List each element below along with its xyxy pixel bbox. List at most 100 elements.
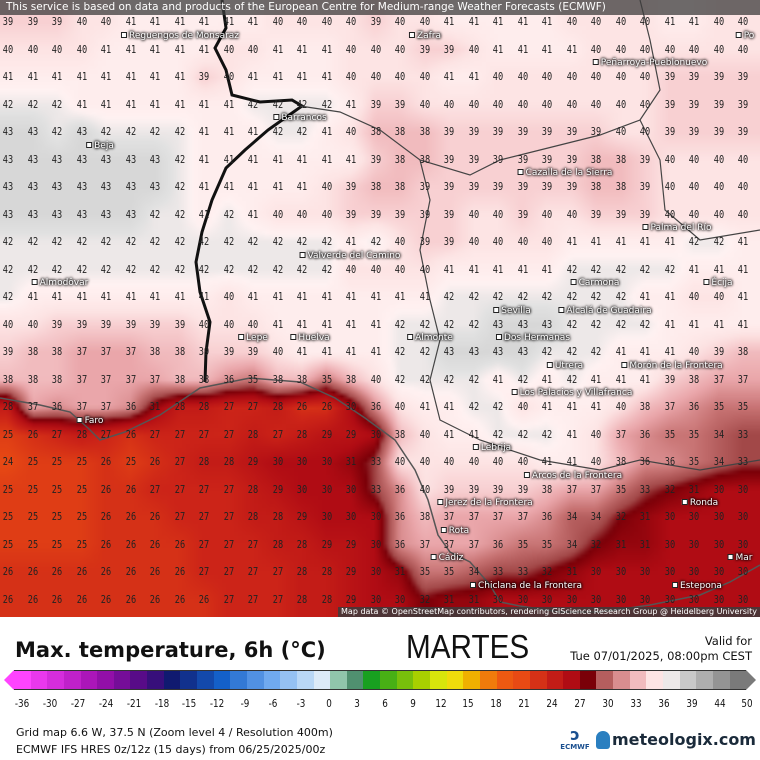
grid-value: 30 [713, 538, 724, 551]
grid-info-line2: ECMWF IFS HRES 0z/12z (15 days) from 06/… [16, 743, 326, 756]
grid-value: 39 [492, 483, 504, 496]
grid-value: 39 [198, 70, 210, 83]
grid-value: 42 [2, 290, 14, 303]
grid-value: 41 [737, 263, 749, 276]
grid-value: 37 [492, 510, 504, 523]
grid-value: 42 [174, 153, 185, 166]
grid-value: 39 [541, 153, 553, 166]
legend-swatch [613, 671, 630, 689]
meteologix-logo[interactable]: meteologix.com [596, 730, 756, 749]
grid-value: 43 [149, 180, 161, 193]
grid-value: 30 [590, 593, 602, 606]
grid-value: 41 [296, 180, 308, 193]
grid-value: 41 [590, 373, 602, 386]
grid-value: 40 [688, 208, 700, 221]
grid-value: 40 [541, 235, 553, 248]
grid-value: 40 [713, 180, 724, 193]
grid-value: 42 [149, 235, 161, 248]
grid-value: 43 [51, 208, 63, 221]
grid-value: 41 [174, 15, 185, 28]
grid-value: 27 [223, 428, 234, 441]
grid-value: 38 [394, 153, 406, 166]
grid-value: 41 [149, 70, 161, 83]
grid-value: 42 [394, 318, 406, 331]
grid-value: 42 [272, 235, 283, 248]
grid-value: 36 [394, 510, 406, 523]
grid-value: 41 [688, 15, 700, 28]
grid-value: 39 [664, 70, 675, 83]
grid-value: 37 [443, 538, 455, 551]
grid-value: 40 [100, 15, 112, 28]
grid-value: 42 [492, 428, 504, 441]
grid-value: 40 [492, 98, 504, 111]
temperature-map[interactable]: 39 39 39 40 40 41 41 41 41 41 41 40 40 40 40 39 40 40 41 41… [0, 0, 760, 617]
grid-value: 30 [615, 565, 626, 578]
legend-swatch [679, 671, 697, 689]
grid-value: 41 [272, 153, 283, 166]
grid-value: 42 [468, 400, 479, 413]
grid-value: 26 [51, 593, 63, 606]
grid-value: 40 [223, 43, 234, 56]
grid-value: 25 [76, 538, 87, 551]
grid-value: 39 [51, 15, 63, 28]
place-marker-icon [430, 554, 437, 561]
grid-value: 35 [541, 538, 553, 551]
grid-value: 28 [247, 428, 259, 441]
grid-value: 36 [223, 373, 234, 386]
grid-value: 33 [370, 483, 381, 496]
grid-value: 30 [566, 593, 577, 606]
grid-value: 39 [468, 153, 479, 166]
grid-value: 26 [100, 538, 112, 551]
place-name: Jerez de la Frontera [445, 498, 533, 509]
grid-value: 42 [541, 345, 553, 358]
grid-value: 41 [541, 455, 553, 468]
grid-value: 41 [370, 318, 381, 331]
grid-value: 43 [51, 153, 63, 166]
grid-value: 40 [517, 455, 528, 468]
place-marker-icon [523, 471, 530, 478]
map-attribution[interactable]: Map data © OpenStreetMap contributors, r… [338, 607, 760, 617]
grid-value: 26 [100, 510, 112, 523]
grid-value: 39 [468, 180, 479, 193]
legend-swatch [80, 671, 98, 689]
place-marker-icon [621, 361, 628, 368]
grid-value: 41 [198, 290, 210, 303]
grid-value: 27 [223, 483, 234, 496]
place-name: Mar [735, 553, 753, 564]
grid-value: 29 [296, 510, 308, 523]
grid-value: 35 [419, 565, 430, 578]
grid-value: 41 [345, 290, 357, 303]
legend-tick-label: 12 [434, 697, 447, 710]
grid-value: 41 [566, 400, 577, 413]
grid-value: 36 [664, 455, 675, 468]
grid-value: 40 [590, 455, 602, 468]
grid-value: 37 [419, 538, 430, 551]
grid-value: 40 [419, 98, 430, 111]
grid-value: 26 [149, 593, 161, 606]
grid-value: 28 [198, 455, 210, 468]
legend-tick-label: 36 [658, 697, 670, 710]
grid-value: 43 [125, 208, 136, 221]
legend-swatch [147, 671, 164, 689]
grid-value: 42 [296, 263, 308, 276]
grid-value: 42 [492, 400, 504, 413]
grid-value: 31 [468, 593, 479, 606]
grid-value: 25 [76, 455, 87, 468]
grid-value: 41 [345, 153, 357, 166]
grid-value: 43 [100, 180, 112, 193]
place-name: Valverde del Camino [307, 250, 401, 261]
grid-value: 36 [639, 428, 651, 441]
grid-value: 41 [125, 15, 136, 28]
grid-value: 43 [76, 180, 87, 193]
grid-value: 38 [51, 345, 63, 358]
grid-value: 41 [492, 373, 504, 386]
grid-value: 40 [492, 455, 504, 468]
grid-value: 33 [370, 455, 381, 468]
ecmwf-logo[interactable]: ↄ ECMWF [560, 725, 590, 752]
grid-value: 31 [345, 455, 357, 468]
grid-value: 38 [688, 373, 700, 386]
grid-value: 39 [370, 15, 381, 28]
grid-value: 39 [394, 98, 406, 111]
grid-value: 37 [664, 400, 675, 413]
grid-value: 35 [713, 400, 724, 413]
